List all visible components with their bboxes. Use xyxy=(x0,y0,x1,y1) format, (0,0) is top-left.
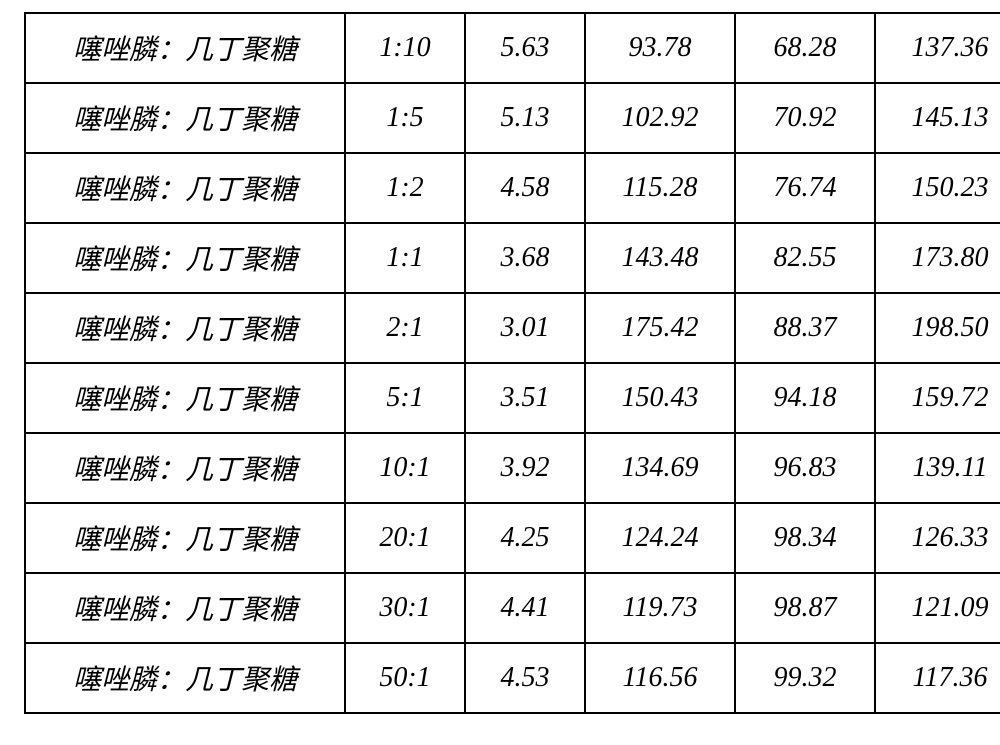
cell-b: 134.69 xyxy=(585,433,735,503)
cell-a: 3.51 xyxy=(465,363,585,433)
cell-ratio: 2:1 xyxy=(345,293,465,363)
data-table-wrapper: 噻唑膦：几丁聚糖 1:10 5.63 93.78 68.28 137.36 噻唑… xyxy=(0,0,1000,745)
data-table: 噻唑膦：几丁聚糖 1:10 5.63 93.78 68.28 137.36 噻唑… xyxy=(24,12,1000,714)
cell-label: 噻唑膦：几丁聚糖 xyxy=(25,433,345,503)
table-row: 噻唑膦：几丁聚糖 1:10 5.63 93.78 68.28 137.36 xyxy=(25,13,1000,83)
cell-c: 98.34 xyxy=(735,503,875,573)
cell-a: 4.53 xyxy=(465,643,585,713)
cell-c: 94.18 xyxy=(735,363,875,433)
cell-d: 137.36 xyxy=(875,13,1000,83)
cell-label: 噻唑膦：几丁聚糖 xyxy=(25,223,345,293)
cell-d: 198.50 xyxy=(875,293,1000,363)
cell-label: 噻唑膦：几丁聚糖 xyxy=(25,13,345,83)
table-row: 噻唑膦：几丁聚糖 1:2 4.58 115.28 76.74 150.23 xyxy=(25,153,1000,223)
cell-a: 3.92 xyxy=(465,433,585,503)
cell-c: 99.32 xyxy=(735,643,875,713)
cell-d: 121.09 xyxy=(875,573,1000,643)
cell-b: 175.42 xyxy=(585,293,735,363)
cell-ratio: 10:1 xyxy=(345,433,465,503)
cell-d: 126.33 xyxy=(875,503,1000,573)
cell-b: 93.78 xyxy=(585,13,735,83)
table-row: 噻唑膦：几丁聚糖 10:1 3.92 134.69 96.83 139.11 xyxy=(25,433,1000,503)
table-row: 噻唑膦：几丁聚糖 1:5 5.13 102.92 70.92 145.13 xyxy=(25,83,1000,153)
cell-c: 76.74 xyxy=(735,153,875,223)
cell-d: 145.13 xyxy=(875,83,1000,153)
cell-ratio: 1:2 xyxy=(345,153,465,223)
cell-b: 102.92 xyxy=(585,83,735,153)
cell-b: 116.56 xyxy=(585,643,735,713)
cell-ratio: 20:1 xyxy=(345,503,465,573)
cell-a: 4.58 xyxy=(465,153,585,223)
cell-d: 150.23 xyxy=(875,153,1000,223)
table-row: 噻唑膦：几丁聚糖 50:1 4.53 116.56 99.32 117.36 xyxy=(25,643,1000,713)
cell-label: 噻唑膦：几丁聚糖 xyxy=(25,293,345,363)
table-row: 噻唑膦：几丁聚糖 30:1 4.41 119.73 98.87 121.09 xyxy=(25,573,1000,643)
cell-ratio: 1:1 xyxy=(345,223,465,293)
cell-c: 70.92 xyxy=(735,83,875,153)
cell-ratio: 5:1 xyxy=(345,363,465,433)
cell-b: 115.28 xyxy=(585,153,735,223)
table-row: 噻唑膦：几丁聚糖 5:1 3.51 150.43 94.18 159.72 xyxy=(25,363,1000,433)
cell-a: 3.68 xyxy=(465,223,585,293)
cell-ratio: 30:1 xyxy=(345,573,465,643)
cell-ratio: 1:5 xyxy=(345,83,465,153)
cell-label: 噻唑膦：几丁聚糖 xyxy=(25,643,345,713)
cell-label: 噻唑膦：几丁聚糖 xyxy=(25,503,345,573)
cell-c: 98.87 xyxy=(735,573,875,643)
table-row: 噻唑膦：几丁聚糖 20:1 4.25 124.24 98.34 126.33 xyxy=(25,503,1000,573)
cell-ratio: 1:10 xyxy=(345,13,465,83)
cell-ratio: 50:1 xyxy=(345,643,465,713)
cell-d: 117.36 xyxy=(875,643,1000,713)
table-row: 噻唑膦：几丁聚糖 1:1 3.68 143.48 82.55 173.80 xyxy=(25,223,1000,293)
cell-label: 噻唑膦：几丁聚糖 xyxy=(25,153,345,223)
cell-a: 5.63 xyxy=(465,13,585,83)
cell-c: 68.28 xyxy=(735,13,875,83)
cell-b: 124.24 xyxy=(585,503,735,573)
cell-a: 5.13 xyxy=(465,83,585,153)
cell-a: 3.01 xyxy=(465,293,585,363)
cell-b: 119.73 xyxy=(585,573,735,643)
cell-d: 173.80 xyxy=(875,223,1000,293)
cell-b: 150.43 xyxy=(585,363,735,433)
cell-d: 139.11 xyxy=(875,433,1000,503)
cell-c: 96.83 xyxy=(735,433,875,503)
cell-label: 噻唑膦：几丁聚糖 xyxy=(25,83,345,153)
table-row: 噻唑膦：几丁聚糖 2:1 3.01 175.42 88.37 198.50 xyxy=(25,293,1000,363)
cell-d: 159.72 xyxy=(875,363,1000,433)
cell-c: 82.55 xyxy=(735,223,875,293)
cell-a: 4.41 xyxy=(465,573,585,643)
cell-b: 143.48 xyxy=(585,223,735,293)
data-table-body: 噻唑膦：几丁聚糖 1:10 5.63 93.78 68.28 137.36 噻唑… xyxy=(25,13,1000,713)
cell-c: 88.37 xyxy=(735,293,875,363)
cell-a: 4.25 xyxy=(465,503,585,573)
cell-label: 噻唑膦：几丁聚糖 xyxy=(25,363,345,433)
cell-label: 噻唑膦：几丁聚糖 xyxy=(25,573,345,643)
